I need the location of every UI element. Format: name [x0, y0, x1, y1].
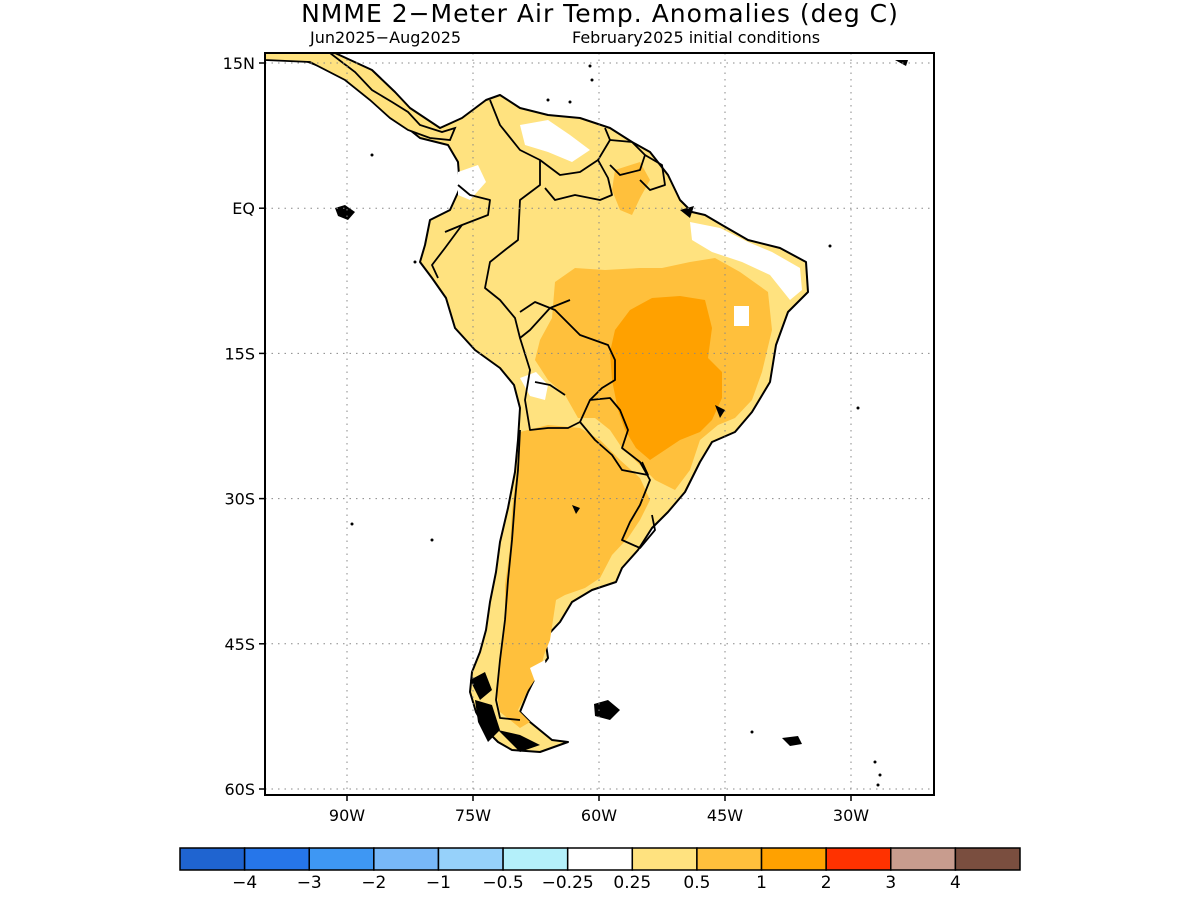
colorbar-swatch — [502, 847, 569, 871]
colorbar-label: −1 — [426, 873, 451, 893]
country-borders — [431, 99, 666, 721]
colorbar-swatch — [373, 847, 440, 871]
colorbar-swatch — [890, 847, 957, 871]
near-normal-patch-square — [734, 306, 749, 326]
colorbar-label: −0.5 — [482, 873, 523, 893]
colorbar — [179, 847, 1021, 871]
colorbar-swatch — [760, 847, 827, 871]
lat-tick-label: 15N — [223, 54, 255, 73]
initial-conditions-label: February2025 initial conditions — [572, 28, 821, 47]
colorbar-label: 0.5 — [683, 873, 710, 893]
lat-tick-label: EQ — [232, 199, 255, 218]
colorbar-label: −3 — [297, 873, 322, 893]
island-dots — [350, 64, 882, 787]
season-label: Jun2025−Aug2025 — [310, 28, 462, 47]
colorbar-swatch — [308, 847, 375, 871]
colorbar-swatch — [954, 847, 1021, 871]
lon-tick-label: 60W — [581, 806, 617, 825]
colorbar-swatch — [825, 847, 892, 871]
colorbar-label: 4 — [950, 873, 961, 893]
near-normal-patch-ne-brazil — [690, 222, 802, 300]
colorbar-label: 2 — [821, 873, 832, 893]
colorbar-label: −4 — [232, 873, 257, 893]
lon-tick-label: 90W — [329, 806, 365, 825]
colorbar-swatch — [566, 847, 634, 871]
colorbar-swatch — [696, 847, 763, 871]
anomaly-zone-0.5-to-1-south — [496, 425, 650, 728]
lat-tick-label: 60S — [224, 780, 255, 799]
colorbar-swatch — [179, 847, 246, 871]
colorbar-label: −2 — [361, 873, 386, 893]
lat-tick-label: 15S — [224, 344, 255, 363]
map-title: NMME 2−Meter Air Temp. Anomalies (deg C) — [301, 0, 899, 28]
lat-tick-label: 45S — [224, 635, 255, 654]
islands — [335, 60, 908, 752]
lon-tick-label: 75W — [455, 806, 491, 825]
colorbar-label: −0.25 — [542, 873, 594, 893]
colorbar-label: 0.25 — [613, 873, 651, 893]
colorbar-swatch — [243, 847, 310, 871]
colorbar-label: 1 — [756, 873, 767, 893]
colorbar-swatch — [437, 847, 504, 871]
near-normal-patch-patagonia — [530, 660, 548, 690]
colorbar-labels: −4 −3 −2 −1 −0.5 −0.25 0.25 0.5 1 2 3 4 — [232, 873, 961, 893]
central-america-landmass — [265, 53, 457, 141]
near-normal-patch-chile — [520, 372, 548, 400]
axis-labels: 15N EQ 15S 30S 45S 60S 90W 75W 60W 45W 30W — [223, 54, 870, 825]
lon-tick-label: 45W — [707, 806, 743, 825]
lon-tick-label: 30W — [833, 806, 869, 825]
near-normal-patch-venezuela — [520, 120, 590, 162]
map-field — [265, 53, 934, 795]
lat-tick-label: 30S — [224, 490, 255, 509]
axis-ticks — [259, 62, 852, 801]
colorbar-swatch — [631, 847, 698, 871]
graticule — [265, 53, 934, 795]
colorbar-label: 3 — [885, 873, 896, 893]
anomaly-zone-1-to-2 — [610, 296, 722, 460]
